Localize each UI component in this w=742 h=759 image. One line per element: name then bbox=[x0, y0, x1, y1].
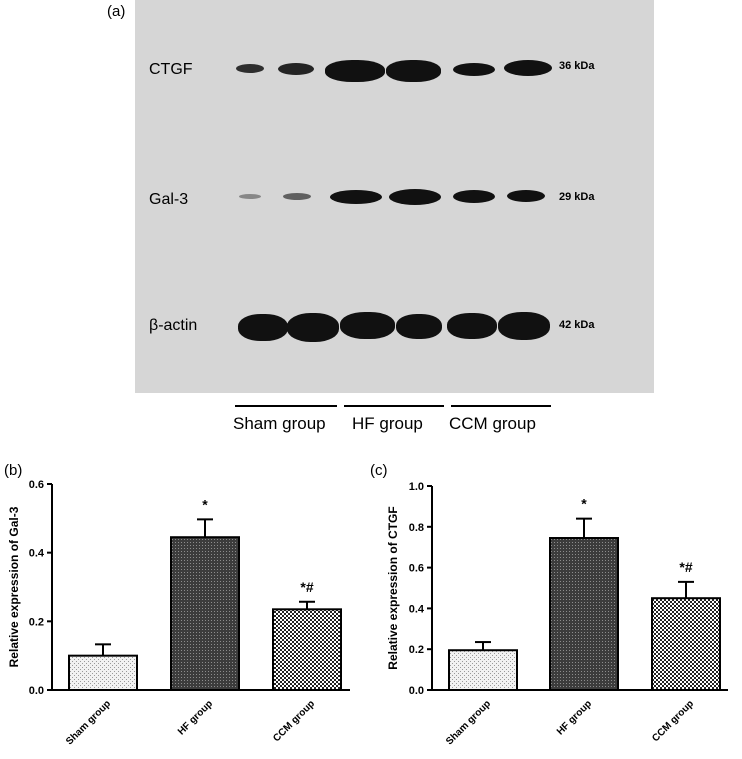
protein-label-ctgf: CTGF bbox=[149, 61, 193, 78]
significance-annotation: * bbox=[202, 496, 208, 512]
blot-band bbox=[330, 190, 382, 204]
y-tick-label: 0.2 bbox=[29, 616, 44, 628]
group-line-sham bbox=[235, 405, 337, 407]
bar bbox=[448, 649, 518, 691]
y-axis-label: Relative expression of CTGF bbox=[386, 506, 400, 669]
bar bbox=[272, 608, 342, 691]
kda-label-gal3: 29 kDa bbox=[559, 191, 595, 203]
category-label: CCM group bbox=[650, 698, 696, 744]
group-label-sham: Sham group bbox=[233, 414, 326, 433]
y-axis-label: Relative expression of Gal-3 bbox=[7, 506, 21, 667]
blot-band bbox=[236, 64, 264, 73]
blot-band bbox=[507, 190, 545, 202]
blot-band bbox=[498, 312, 550, 340]
category-label: Sham group bbox=[64, 698, 113, 747]
y-tick-label: 0.4 bbox=[409, 603, 425, 615]
ctgf-bar-chart: 0.0 0.2 0.4 0.6 0.8 1.0 Relative expression of… bbox=[386, 481, 728, 747]
panel-label-b: (b) bbox=[4, 462, 23, 479]
protein-label-gal3: Gal-3 bbox=[149, 191, 189, 208]
category-label: HF group bbox=[555, 698, 594, 737]
category-label: HF group bbox=[176, 698, 215, 737]
y-tick-label: 0.8 bbox=[409, 522, 424, 534]
group-line-hf bbox=[344, 405, 444, 407]
significance-annotation: *# bbox=[300, 579, 313, 595]
kda-label-beta-actin: 42 kDa bbox=[559, 319, 595, 331]
y-tick-label: 0.6 bbox=[409, 563, 424, 575]
group-label-hf: HF group bbox=[352, 414, 423, 433]
panel-label-a: (a) bbox=[107, 3, 126, 20]
blot-band bbox=[287, 313, 339, 342]
western-blot-image: CTGF Gal-3 β-actin 36 kDa 29 kDa 42 kDa bbox=[135, 0, 654, 393]
y-tick-label: 0.2 bbox=[409, 644, 424, 656]
bar bbox=[68, 654, 138, 692]
kda-label-ctgf: 36 kDa bbox=[559, 60, 595, 72]
blot-band bbox=[238, 314, 288, 341]
blot-band bbox=[453, 63, 495, 76]
bar bbox=[651, 597, 721, 691]
y-tick-label: 0.0 bbox=[409, 685, 424, 697]
y-tick-label: 0.0 bbox=[29, 685, 44, 697]
blot-band bbox=[396, 314, 442, 339]
blot-band bbox=[239, 194, 261, 199]
blot-band bbox=[325, 60, 385, 82]
gal3-bar-chart: 0.0 0.2 0.4 0.6 Relative expression of Gal-3… bbox=[7, 479, 350, 747]
y-tick-label: 1.0 bbox=[409, 481, 424, 493]
protein-label-beta-actin: β-actin bbox=[149, 317, 198, 334]
blot-band bbox=[504, 60, 552, 76]
bar bbox=[170, 536, 240, 692]
blot-band bbox=[386, 60, 441, 82]
group-label-ccm: CCM group bbox=[449, 414, 536, 433]
blot-band bbox=[447, 313, 497, 339]
blot-band bbox=[389, 189, 441, 205]
blot-band bbox=[278, 63, 314, 75]
significance-annotation: *# bbox=[679, 559, 692, 575]
group-line-ccm bbox=[451, 405, 551, 407]
blot-band bbox=[283, 193, 311, 200]
panel-label-c: (c) bbox=[370, 462, 388, 479]
blot-band bbox=[340, 312, 395, 339]
bar bbox=[549, 537, 619, 691]
category-label: Sham group bbox=[444, 698, 493, 747]
category-label: CCM group bbox=[271, 698, 317, 744]
y-tick-label: 0.4 bbox=[29, 548, 45, 560]
y-tick-label: 0.6 bbox=[29, 479, 44, 491]
significance-annotation: * bbox=[581, 496, 587, 512]
blot-band bbox=[453, 190, 495, 203]
